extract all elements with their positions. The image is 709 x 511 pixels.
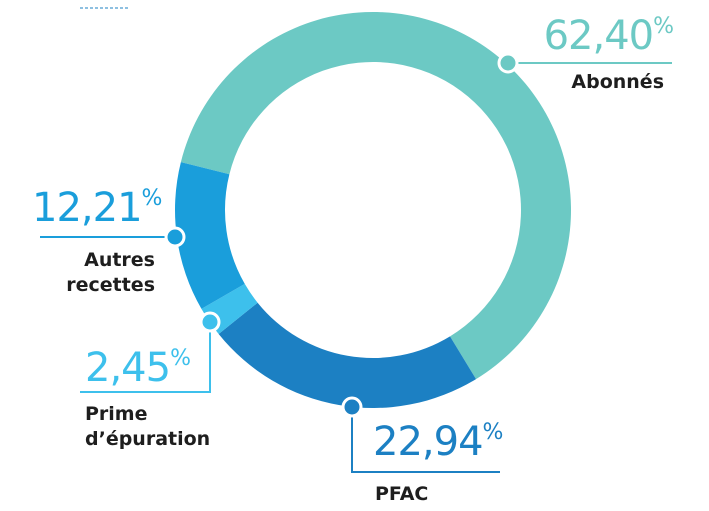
value-label: 22,94% — [373, 419, 503, 465]
category-label: Autres recettes — [66, 249, 155, 296]
leader-dot — [341, 396, 363, 418]
leader-dot — [199, 311, 221, 333]
donut-segment — [174, 162, 245, 309]
category-label: Abonnés — [571, 71, 664, 93]
value-label: 2,45% — [85, 345, 191, 391]
category-label: PFAC — [375, 483, 429, 505]
donut-segment — [218, 302, 477, 408]
leader-line — [80, 322, 211, 393]
value-label: 12,21% — [32, 185, 162, 231]
category-label: Prime d’épuration — [85, 403, 211, 450]
value-label: 62,40% — [543, 13, 674, 59]
leader-dot — [164, 226, 186, 248]
leader-line — [351, 407, 500, 473]
leader-dot — [497, 52, 519, 74]
